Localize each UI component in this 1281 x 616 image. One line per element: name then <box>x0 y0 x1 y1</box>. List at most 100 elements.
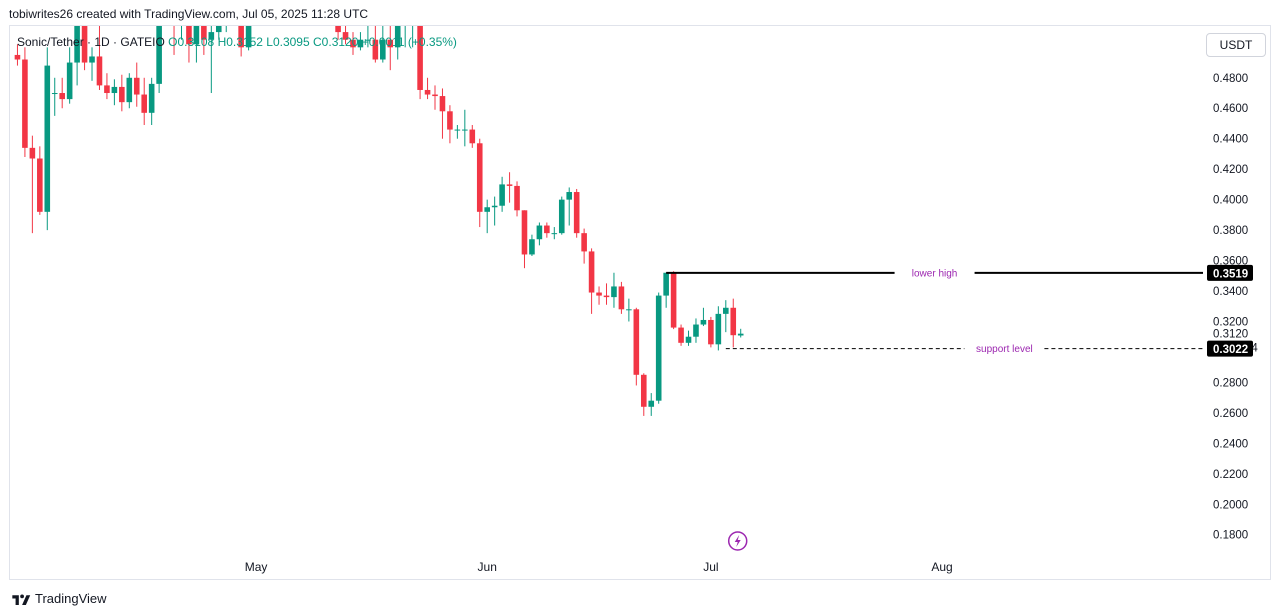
candle-body <box>730 307 737 336</box>
candle-body <box>588 251 595 293</box>
legend-high: H0.3152 <box>217 35 263 49</box>
candle-body <box>335 26 341 33</box>
candle-body <box>603 295 610 298</box>
candle-body <box>238 26 244 48</box>
candle-body <box>141 94 148 113</box>
candle-body <box>566 192 573 200</box>
candle-body <box>402 17 408 25</box>
candle <box>305 0 311 20</box>
candle <box>276 0 282 17</box>
candle <box>179 2 185 40</box>
candle-body <box>655 295 662 401</box>
candle <box>156 26 162 94</box>
candle <box>171 9 177 55</box>
candle <box>432 85 438 110</box>
candles-group <box>14 0 744 416</box>
candle-body <box>193 26 200 45</box>
candle-body <box>506 184 513 186</box>
candle-body <box>491 205 498 208</box>
candle-body <box>14 54 21 60</box>
candle-body <box>693 324 699 337</box>
candle <box>148 77 155 126</box>
candle <box>715 306 722 351</box>
candle-body <box>439 96 446 112</box>
candle <box>59 77 65 109</box>
candle <box>476 138 483 228</box>
candle-body <box>156 26 162 84</box>
y-tick-label: 0.3400 <box>1213 286 1248 298</box>
candle-body <box>394 26 401 48</box>
legend-open: O0.3108 <box>168 35 215 49</box>
candle-body <box>417 26 423 90</box>
candle <box>544 222 550 238</box>
footer-brand[interactable]: TradingView <box>11 591 107 606</box>
candle <box>328 2 334 25</box>
candle-body <box>350 39 356 48</box>
candle-body <box>410 9 416 17</box>
y-tick-label: 0.3200 <box>1213 316 1248 328</box>
candle <box>372 26 379 63</box>
candle <box>245 26 252 51</box>
candle <box>193 26 200 63</box>
candle-body <box>573 192 580 234</box>
candle <box>14 44 21 66</box>
candle <box>484 199 490 234</box>
candle-body <box>215 26 222 33</box>
candle-body <box>171 9 177 17</box>
candle <box>603 283 610 305</box>
candle-body <box>372 39 379 60</box>
candle <box>394 26 401 60</box>
y-tick-label: 0.2200 <box>1213 469 1248 481</box>
candle-body <box>59 93 65 100</box>
candle <box>588 248 595 314</box>
candle <box>261 0 267 24</box>
candle-body <box>179 2 185 17</box>
candle <box>283 0 289 24</box>
candle-body <box>544 225 550 234</box>
candle <box>402 17 408 48</box>
candle-body <box>432 94 438 97</box>
candle <box>141 77 148 126</box>
candle <box>648 393 655 416</box>
candle <box>133 62 140 107</box>
candle <box>581 228 587 264</box>
currency-button[interactable]: USDT <box>1206 33 1266 57</box>
candle <box>491 196 498 226</box>
candle-body <box>678 327 684 343</box>
x-tick-label: May <box>245 560 268 574</box>
legend-symbol: Sonic/Tether · 1D · GATEIO <box>17 35 165 49</box>
y-tick-label: 0.4400 <box>1213 134 1248 146</box>
candle-body <box>22 59 28 148</box>
annotation-label: support level <box>976 344 1033 355</box>
candle <box>566 187 573 226</box>
x-tick-label: Jul <box>703 560 718 574</box>
candle <box>462 109 468 147</box>
candle-body <box>499 184 505 206</box>
y-tick-label: 0.3600 <box>1213 256 1248 268</box>
candle <box>410 9 416 48</box>
candle-body <box>700 319 707 325</box>
candle-body <box>305 0 311 9</box>
candle <box>268 0 274 17</box>
candle <box>633 307 640 386</box>
candle <box>499 176 505 212</box>
candle-body <box>44 65 51 212</box>
candle <box>640 373 647 416</box>
candle-body <box>380 39 386 60</box>
candle <box>313 0 319 9</box>
candle-body <box>521 210 528 255</box>
candle-body <box>66 62 73 100</box>
candle <box>447 105 453 144</box>
candle-body <box>648 400 655 407</box>
candle-body <box>551 233 558 235</box>
price-tag-box <box>1207 340 1253 357</box>
candle <box>611 272 617 308</box>
candle-body <box>633 309 640 375</box>
candle <box>298 2 304 25</box>
candle-body <box>529 239 535 255</box>
y-tick-label: 0.4000 <box>1213 195 1248 207</box>
candle-body <box>276 2 282 10</box>
candle-body <box>357 39 364 48</box>
candle-body <box>476 143 483 212</box>
